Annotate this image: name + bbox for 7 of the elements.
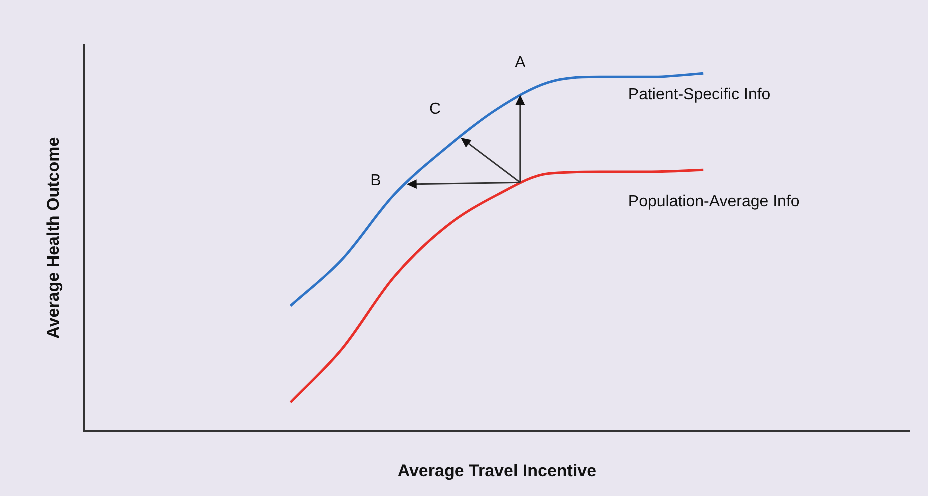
x-axis-title: Average Travel Incentive (398, 461, 597, 480)
annotation: C (430, 100, 442, 118)
text: A (515, 54, 526, 72)
series-label: Population-Average Info (628, 193, 800, 210)
series-label: Patient-Specific Info (628, 86, 771, 104)
annotation: B (370, 172, 382, 190)
y-axis-title: Average Health Outcome (44, 137, 63, 339)
